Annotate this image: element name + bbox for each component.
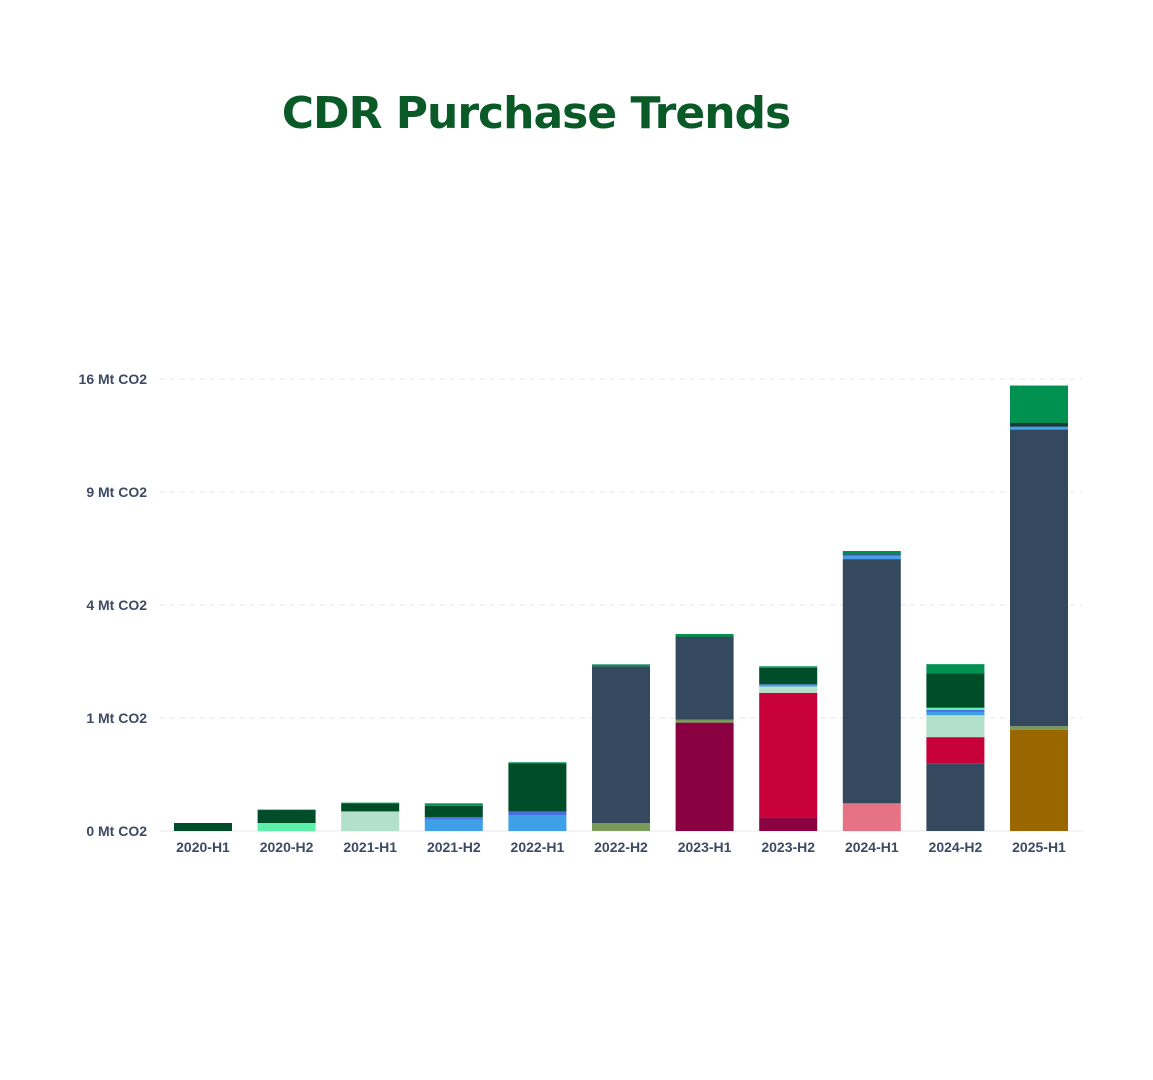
x-tick-label: 2021-H2 <box>427 839 481 855</box>
bar-stack <box>842 550 901 831</box>
bar-segment <box>592 664 650 667</box>
bar-segment <box>759 692 818 818</box>
bar-segment <box>842 554 901 557</box>
bar-segment <box>424 819 483 831</box>
bar-segment <box>675 719 734 723</box>
bar-segment <box>341 802 400 804</box>
y-axis-ticks: 0 Mt CO2 1 Mt CO2 4 Mt CO2 9 Mt CO2 16 Mt CO… <box>79 371 148 839</box>
x-tick-label: 2020-H2 <box>260 839 314 855</box>
bar-segment <box>842 550 901 554</box>
bar-segment <box>508 811 567 816</box>
x-tick-label: 2025-H1 <box>1012 839 1066 855</box>
y-tick-label: 4 Mt CO2 <box>86 597 147 613</box>
x-tick-label: 2023-H1 <box>678 839 732 855</box>
bar-segment <box>926 763 985 831</box>
bar-segment <box>675 633 734 637</box>
bar-segment <box>1010 729 1068 831</box>
bar-segment <box>592 666 650 824</box>
bar-stack <box>508 762 567 831</box>
bar-segment <box>257 823 316 831</box>
bar-segment <box>842 559 901 804</box>
bar-segment <box>257 809 316 811</box>
x-tick-label: 2021-H1 <box>343 839 397 855</box>
bar-segment <box>508 762 567 764</box>
bar-stack <box>1010 385 1068 831</box>
bar-segment <box>675 637 734 720</box>
bar-segment <box>842 803 901 831</box>
x-tick-label: 2022-H1 <box>511 839 565 855</box>
bar-segment <box>926 707 985 710</box>
bar-segment <box>759 666 818 668</box>
bar-segment <box>842 556 901 560</box>
bar-segment <box>759 667 818 685</box>
x-tick-label: 2023-H2 <box>761 839 815 855</box>
bar-segment <box>926 737 985 764</box>
bar-segment <box>1010 427 1068 430</box>
bar-segment <box>842 553 901 555</box>
bar-stack <box>424 803 483 831</box>
bar-segment <box>1010 423 1068 425</box>
bar-segment <box>592 823 650 831</box>
bar-segment <box>508 815 567 831</box>
bar-stack <box>759 666 818 831</box>
y-tick-label: 0 Mt CO2 <box>86 823 147 839</box>
bar-segment <box>759 684 818 685</box>
chart-title: CDR Purchase Trends <box>281 88 791 139</box>
y-tick-label: 1 Mt CO2 <box>86 710 147 726</box>
x-tick-label: 2024-H1 <box>845 839 899 855</box>
bar-segment <box>675 722 734 831</box>
bar-segment <box>341 803 400 812</box>
y-tick-label: 9 Mt CO2 <box>86 484 147 500</box>
bar-segment <box>1010 385 1068 424</box>
bar-segment <box>759 817 818 831</box>
bar-segment <box>257 811 316 824</box>
bars <box>174 385 1068 831</box>
bar-segment <box>675 636 734 638</box>
bar-segment <box>1010 429 1068 727</box>
bar-segment <box>926 664 985 674</box>
bar-segment <box>1010 726 1068 730</box>
bar-stack <box>341 802 400 831</box>
bar-segment <box>341 811 400 831</box>
bar-segment <box>424 805 483 818</box>
x-tick-label: 2022-H2 <box>594 839 648 855</box>
bar-segment <box>174 823 232 831</box>
bar-stack <box>675 633 734 831</box>
bar-segment <box>1010 424 1068 427</box>
bar-segment <box>926 711 985 716</box>
y-tick-label: 16 Mt CO2 <box>79 371 148 387</box>
bar-stack <box>174 823 232 831</box>
bar-segment <box>759 686 818 693</box>
bar-stack <box>257 809 316 831</box>
bar-segment <box>257 810 316 812</box>
bar-segment <box>424 803 483 806</box>
x-axis-ticks: 2020-H1 2020-H2 2021-H1 2021-H2 2022-H1 2022-… <box>176 839 1066 855</box>
bar-segment <box>926 673 985 708</box>
bar-segment <box>926 709 985 712</box>
bar-segment <box>508 763 567 812</box>
bar-segment <box>759 684 818 687</box>
bar-segment <box>1010 426 1068 428</box>
bar-segment <box>926 715 985 738</box>
bar-stack <box>592 664 650 831</box>
x-tick-label: 2024-H2 <box>929 839 983 855</box>
bar-segment <box>424 817 483 820</box>
bar-stack <box>926 664 985 831</box>
x-tick-label: 2020-H1 <box>176 839 230 855</box>
